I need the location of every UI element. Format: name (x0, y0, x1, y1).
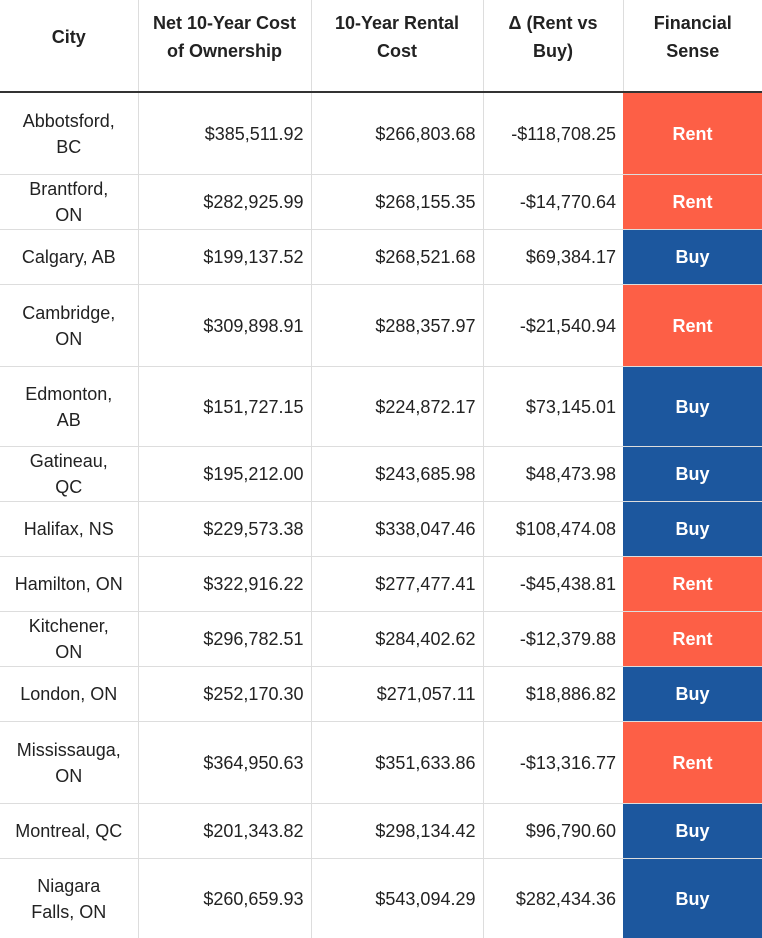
city-cell: Gatineau, QC (0, 446, 138, 502)
delta-cell: $96,790.60 (482, 803, 623, 859)
table-row: Calgary, AB $199,137.52 $268,521.68 $69,384… (0, 229, 762, 285)
delta-cell: -$12,379.88 (482, 611, 623, 667)
rental-cost-cell: $543,094.29 (310, 858, 483, 938)
ownership-cost-cell: $195,212.00 (137, 446, 311, 502)
rental-cost-cell: $351,633.86 (310, 721, 483, 804)
ownership-cost-cell: $151,727.15 (137, 366, 311, 447)
rental-cost-cell: $224,872.17 (310, 366, 483, 447)
financial-sense-cell: Rent (623, 721, 762, 804)
table-row: Cambridge, ON $309,898.91 $288,357.97 -$21,… (0, 284, 762, 367)
rental-cost-cell: $268,155.35 (310, 174, 483, 230)
ownership-cost-cell: $296,782.51 (137, 611, 311, 667)
table-row: Mississauga, ON $364,950.63 $351,633.86 -$1… (0, 721, 762, 804)
delta-cell: $69,384.17 (482, 229, 623, 285)
financial-sense-cell: Buy (623, 446, 762, 502)
rental-cost-cell: $271,057.11 (310, 666, 483, 722)
financial-sense-cell: Rent (623, 174, 762, 230)
ownership-cost-cell: $229,573.38 (137, 501, 311, 557)
rental-cost-cell: $243,685.98 (310, 446, 483, 502)
rental-cost-cell: $284,402.62 (310, 611, 483, 667)
table-row: London, ON $252,170.30 $271,057.11 $18,886.… (0, 666, 762, 722)
city-cell: Montreal, QC (0, 803, 138, 859)
ownership-cost-cell: $309,898.91 (137, 284, 311, 367)
column-header: 10-Year Rental Cost (310, 0, 483, 93)
delta-cell: $282,434.36 (482, 858, 623, 938)
table-row: Gatineau, QC $195,212.00 $243,685.98 $48,47… (0, 446, 762, 502)
delta-cell: $48,473.98 (482, 446, 623, 502)
ownership-cost-cell: $385,511.92 (137, 91, 311, 175)
delta-cell: $108,474.08 (482, 501, 623, 557)
city-cell: Abbotsford, BC (0, 91, 138, 175)
financial-sense-cell: Rent (623, 611, 762, 667)
financial-sense-cell: Buy (623, 501, 762, 557)
delta-cell: -$118,708.25 (482, 91, 623, 175)
ownership-cost-cell: $201,343.82 (137, 803, 311, 859)
table-row: Abbotsford, BC $385,511.92 $266,803.68 -$11… (0, 91, 762, 175)
financial-sense-cell: Buy (623, 666, 762, 722)
city-cell: Brantford, ON (0, 174, 138, 230)
city-cell: Kitchener, ON (0, 611, 138, 667)
financial-sense-cell: Rent (623, 556, 762, 612)
financial-sense-cell: Rent (623, 284, 762, 367)
financial-sense-cell: Buy (623, 858, 762, 938)
delta-cell: -$45,438.81 (482, 556, 623, 612)
table-row: Montreal, QC $201,343.82 $298,134.42 $96,79… (0, 803, 762, 859)
table-row: Hamilton, ON $322,916.22 $277,477.41 -$45,4… (0, 556, 762, 612)
ownership-cost-cell: $252,170.30 (137, 666, 311, 722)
rental-cost-cell: $288,357.97 (310, 284, 483, 367)
city-cell: Niagara Falls, ON (0, 858, 138, 938)
ownership-cost-cell: $322,916.22 (137, 556, 311, 612)
delta-cell: $18,886.82 (482, 666, 623, 722)
table-row: Halifax, NS $229,573.38 $338,047.46 $108,47… (0, 501, 762, 557)
city-cell: Halifax, NS (0, 501, 138, 557)
rental-cost-cell: $298,134.42 (310, 803, 483, 859)
financial-sense-cell: Buy (623, 366, 762, 447)
table-row: Brantford, ON $282,925.99 $268,155.35 -$14,… (0, 174, 762, 230)
ownership-cost-cell: $260,659.93 (137, 858, 311, 938)
rental-cost-cell: $268,521.68 (310, 229, 483, 285)
ownership-cost-cell: $282,925.99 (137, 174, 311, 230)
ownership-cost-cell: $199,137.52 (137, 229, 311, 285)
delta-cell: $73,145.01 (482, 366, 623, 447)
delta-cell: -$21,540.94 (482, 284, 623, 367)
table-row: Edmonton, AB $151,727.15 $224,872.17 $73,14… (0, 366, 762, 447)
financial-sense-cell: Rent (623, 91, 762, 175)
rental-cost-cell: $338,047.46 (310, 501, 483, 557)
delta-cell: -$14,770.64 (482, 174, 623, 230)
financial-sense-cell: Buy (623, 229, 762, 285)
city-cell: Calgary, AB (0, 229, 138, 285)
column-header: Δ (Rent vs Buy) (482, 0, 623, 93)
city-cell: Hamilton, ON (0, 556, 138, 612)
ownership-cost-cell: $364,950.63 (137, 721, 311, 804)
delta-cell: -$13,316.77 (482, 721, 623, 804)
financial-sense-cell: Buy (623, 803, 762, 859)
city-cell: Edmonton, AB (0, 366, 138, 447)
table-row: Niagara Falls, ON $260,659.93 $543,094.29 $… (0, 858, 762, 938)
rental-cost-cell: $277,477.41 (310, 556, 483, 612)
column-header: Financial Sense (622, 0, 762, 93)
city-cell: Mississauga, ON (0, 721, 138, 804)
city-cell: Cambridge, ON (0, 284, 138, 367)
column-header: City (0, 0, 138, 93)
column-header: Net 10-Year Cost of Ownership (137, 0, 311, 93)
city-cell: London, ON (0, 666, 138, 722)
header-row: City Net 10-Year Cost of Ownership 10-Year… (0, 0, 762, 93)
table-row: Kitchener, ON $296,782.51 $284,402.62 -$12,… (0, 611, 762, 667)
rental-cost-cell: $266,803.68 (310, 91, 483, 175)
